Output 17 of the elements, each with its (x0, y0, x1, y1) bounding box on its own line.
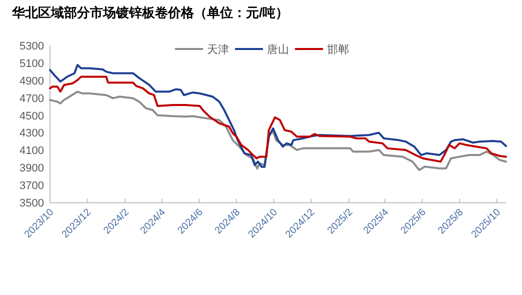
line-series (49, 90, 507, 171)
legend-label: 唐山 (267, 43, 289, 56)
y-tick-label: 3500 (20, 198, 44, 210)
line-series (49, 76, 507, 163)
y-tick-label: 4900 (20, 75, 44, 88)
y-tick-label: 3900 (20, 162, 44, 175)
y-tick-label: 5300 (20, 40, 44, 52)
y-tick-label: 4300 (20, 128, 44, 140)
chart-title: 华北区域部分市场镀锌板卷价格（单位：元/吨） (11, 5, 289, 20)
legend-label: 邯郸 (327, 43, 349, 56)
legend-label: 天津 (207, 43, 229, 56)
y-tick-label: 4500 (20, 110, 44, 122)
y-tick-label: 4700 (20, 92, 44, 105)
line-series (49, 64, 507, 168)
y-tick-label: 3700 (20, 180, 44, 192)
y-tick-label: 4100 (20, 145, 44, 158)
y-tick-label: 5100 (20, 58, 44, 70)
